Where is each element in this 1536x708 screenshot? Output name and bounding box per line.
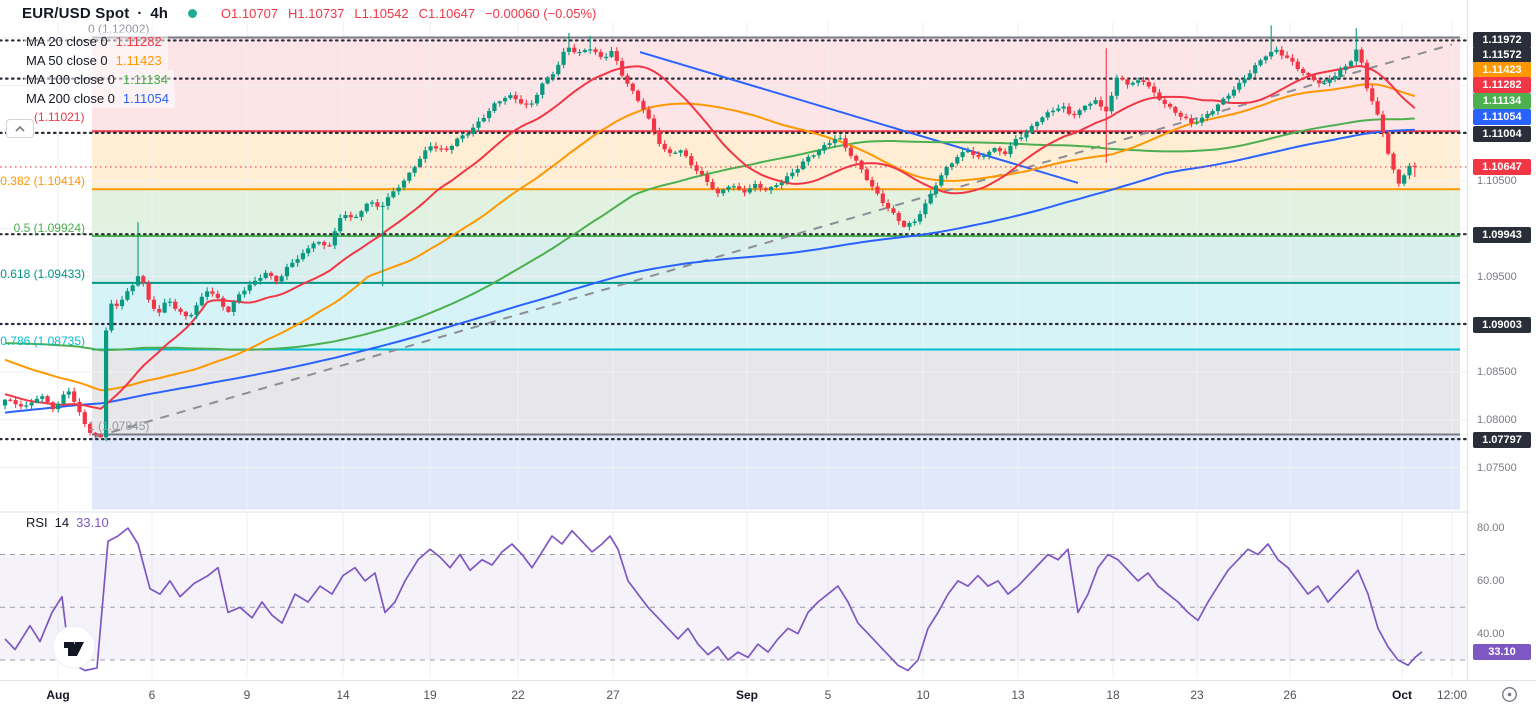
ma-legend-label: MA 100 close 0: [26, 72, 115, 87]
rsi-period: 14: [54, 515, 70, 530]
price-level-badge: 1.11134: [1473, 93, 1531, 109]
rsi-axis-label: 40.00: [1477, 627, 1505, 640]
ma-legend-row[interactable]: MA 50 close 0 1.11423: [24, 51, 168, 70]
interval-label[interactable]: 4h: [150, 5, 168, 22]
ma-100-line: [5, 117, 1415, 352]
market-status-icon[interactable]: [187, 9, 197, 18]
current-price-badge: 1.10647: [1473, 159, 1531, 175]
ma-legend-label: MA 20 close 0: [26, 34, 108, 49]
fib-level-label: 0.5 (1.09924): [13, 221, 85, 235]
ohlc-close: C1.10647: [418, 6, 476, 21]
price-level-badge: 1.09003: [1473, 317, 1531, 333]
ohlc-open: O1.10707: [220, 6, 279, 21]
ma-legend-label: MA 200 close 0: [26, 91, 115, 106]
trendlines[interactable]: [94, 43, 1453, 438]
tradingview-logo[interactable]: [44, 617, 104, 677]
time-axis-label: 10: [916, 688, 930, 702]
price-level-badge: 1.09943: [1473, 227, 1531, 243]
price-axis-label: 1.08500: [1477, 366, 1517, 378]
symbol-name[interactable]: EUR/USD Spot: [22, 5, 130, 22]
ma-legend-row[interactable]: MA 20 close 0 1.11282: [24, 32, 168, 51]
ma-legend-value: 1.11054: [122, 91, 169, 106]
time-axis-label: Sep: [735, 688, 759, 702]
time-axis-label: 26: [1283, 688, 1297, 702]
symbol-header: EUR/USD Spot · 4h O1.10707 H1.10737 L1.1…: [22, 5, 596, 22]
time-axis-label: 9: [243, 688, 251, 702]
time-axis-label: 14: [336, 688, 350, 702]
fib-level-label: 1 (1.07845): [88, 419, 150, 433]
rsi-axis-label: 60.00: [1477, 574, 1505, 587]
rsi-dashed-levels: [0, 554, 1467, 661]
timezone-settings-icon[interactable]: [1501, 686, 1518, 708]
price-axis-label: 1.10500: [1477, 175, 1517, 187]
ma-200-line: [4, 128, 1415, 414]
ma-legend-label: MA 50 close 0: [26, 53, 108, 68]
time-axis-label: 23: [1190, 688, 1204, 702]
price-level-badge: 1.11423: [1473, 62, 1531, 78]
price-axis[interactable]: 1.10500 1.09500 1.08500 1.08000 1.07500 80.00…: [1467, 0, 1536, 680]
price-level-badge: 1.11054: [1473, 109, 1531, 125]
rsi-legend[interactable]: RSI 14 33.10: [24, 514, 115, 531]
rsi-line[interactable]: [4, 527, 1423, 672]
ma-legend-row[interactable]: MA 100 close 0 1.11134: [24, 70, 174, 89]
fib-level-label: (1.11021): [34, 110, 85, 124]
ma-legend-value: 1.11282: [115, 34, 162, 49]
time-axis-label: 6: [148, 688, 156, 702]
price-axis-label: 1.09500: [1477, 270, 1517, 283]
time-axis[interactable]: Aug 6 9 14 19 22 27 Sep 5 10 13 18 23 26 Oct 12:00: [0, 680, 1536, 708]
price-level-badge: 1.11282: [1473, 77, 1531, 93]
ohlc-low: L1.10542: [354, 6, 409, 21]
ohlc-high: H1.10737: [288, 6, 345, 21]
price-level-badge: 1.11972: [1473, 32, 1531, 48]
rsi-name: RSI: [26, 515, 48, 530]
ma-legend: MA 20 close 0 1.11282 MA 50 close 0 1.11423…: [24, 32, 175, 108]
time-axis-label: 19: [423, 688, 437, 702]
fib-retracement-lines[interactable]: [92, 36, 1460, 436]
ma-legend-value: 1.11134: [122, 72, 168, 87]
time-axis-label: 13: [1011, 688, 1025, 702]
rsi-value-badge: 33.10: [1473, 643, 1531, 660]
price-axis-label: 1.08000: [1477, 413, 1517, 426]
ohlc-change: −0.00060 (−0.05%): [485, 6, 597, 21]
time-axis-label: Aug: [46, 688, 70, 702]
time-axis-label: Oct: [1391, 688, 1413, 702]
moving-average-lines[interactable]: [4, 65, 1416, 414]
time-axis-label: 12:00: [1436, 688, 1468, 702]
fib-level-label: 0.618 (1.09433): [0, 267, 85, 281]
ma-legend-row[interactable]: MA 200 close 0 1.11054: [24, 89, 175, 108]
fib-level-label: 0.786 (1.08735): [0, 334, 85, 348]
rsi-axis-label: 80.00: [1477, 522, 1505, 535]
time-axis-label: 5: [824, 688, 832, 702]
fib-bands: [92, 37, 1460, 510]
chevron-up-icon: [15, 125, 25, 132]
ma-50-line: [4, 83, 1416, 392]
ma-legend-value: 1.11423: [115, 53, 162, 68]
time-axis-label: 18: [1106, 688, 1120, 702]
fib-level-label: 0.382 (1.10414): [0, 174, 85, 188]
rsi-value: 33.10: [76, 515, 109, 530]
collapse-indicator-button[interactable]: [6, 119, 34, 138]
candlesticks: [2, 25, 1417, 442]
ohlc-readout: O1.10707 H1.10737 L1.10542 C1.10647 −0.0…: [221, 6, 596, 21]
interval-separator: ·: [137, 5, 143, 22]
time-axis-label: 22: [511, 688, 525, 702]
tradingview-logo-icon: [52, 625, 96, 669]
price-axis-label: 1.07500: [1477, 461, 1517, 474]
dotted-price-levels[interactable]: [0, 39, 1469, 441]
price-level-badge: 1.11572: [1473, 47, 1531, 63]
ma-20-line: [4, 65, 1416, 410]
time-axis-label: 27: [606, 688, 620, 702]
price-level-badge: 1.11004: [1473, 126, 1531, 142]
price-level-badge: 1.07797: [1473, 432, 1531, 448]
